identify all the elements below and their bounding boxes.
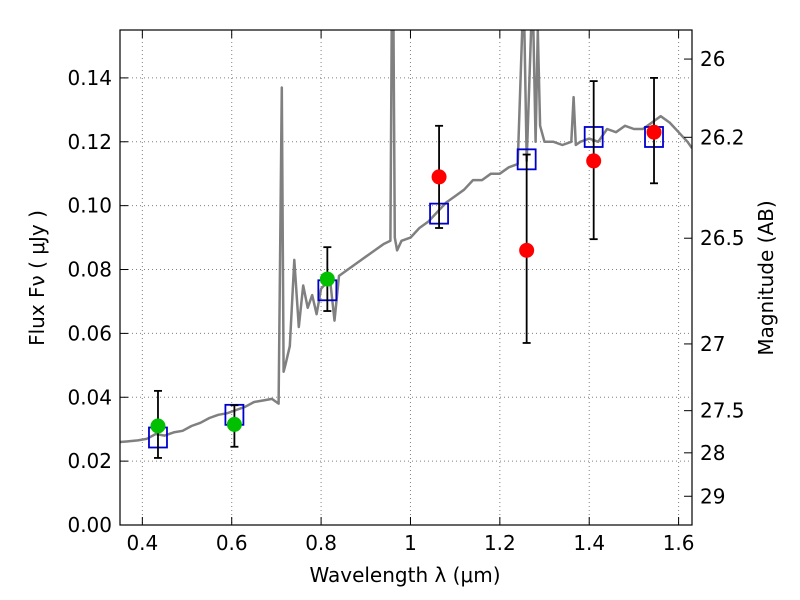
y-tick-label: 0.00 bbox=[67, 513, 112, 537]
y2-tick-label: 27 bbox=[700, 332, 725, 356]
y-axis-label: Flux Fν ( μJy ) bbox=[25, 210, 49, 346]
y2-tick-label: 26.5 bbox=[700, 226, 745, 250]
grid-lines bbox=[120, 30, 692, 525]
y2-tick-label: 26 bbox=[700, 47, 725, 71]
y-tick-label: 0.10 bbox=[67, 194, 112, 218]
y-tick-label: 0.12 bbox=[67, 130, 112, 154]
y2-tick-label: 29 bbox=[700, 484, 725, 508]
x-tick-label: 0.8 bbox=[305, 531, 337, 555]
x-tick-label: 0.4 bbox=[126, 531, 158, 555]
plot-area bbox=[120, 30, 692, 459]
green-observed-point bbox=[319, 271, 335, 287]
y2-axis-label: Magnitude (AB) bbox=[754, 200, 778, 355]
x-tick-label: 1.2 bbox=[484, 531, 516, 555]
y-tick-label: 0.06 bbox=[67, 321, 112, 345]
x-tick-label: 1 bbox=[404, 531, 417, 555]
plot-frame bbox=[119, 29, 693, 526]
model-spectrum-line bbox=[120, 30, 692, 444]
red-observed-point bbox=[646, 124, 662, 140]
green-observed-point bbox=[150, 418, 166, 434]
red-observed-point bbox=[586, 153, 602, 169]
x-tick-label: 1.4 bbox=[573, 531, 605, 555]
x-tick-label: 0.6 bbox=[216, 531, 248, 555]
y-tick-label: 0.08 bbox=[67, 258, 112, 282]
green-observed-point bbox=[226, 416, 242, 432]
y-tick-label: 0.04 bbox=[67, 385, 112, 409]
y-tick-label: 0.14 bbox=[67, 66, 112, 90]
y2-tick-label: 26.2 bbox=[700, 125, 745, 149]
y-tick-label: 0.02 bbox=[67, 449, 112, 473]
x-axis-label: Wavelength λ (μm) bbox=[309, 563, 500, 587]
red-observed-point bbox=[519, 242, 535, 258]
y2-tick-label: 27.5 bbox=[700, 399, 745, 423]
y2-tick-label: 28 bbox=[700, 441, 725, 465]
x-tick-label: 1.6 bbox=[663, 531, 695, 555]
axis-ticks: 0.4 0.6 0.8 1 1.2 1.4 1.6 0.00 0.02 0.04 0.06 0.08 0… bbox=[67, 30, 745, 555]
red-observed-point bbox=[431, 169, 447, 185]
